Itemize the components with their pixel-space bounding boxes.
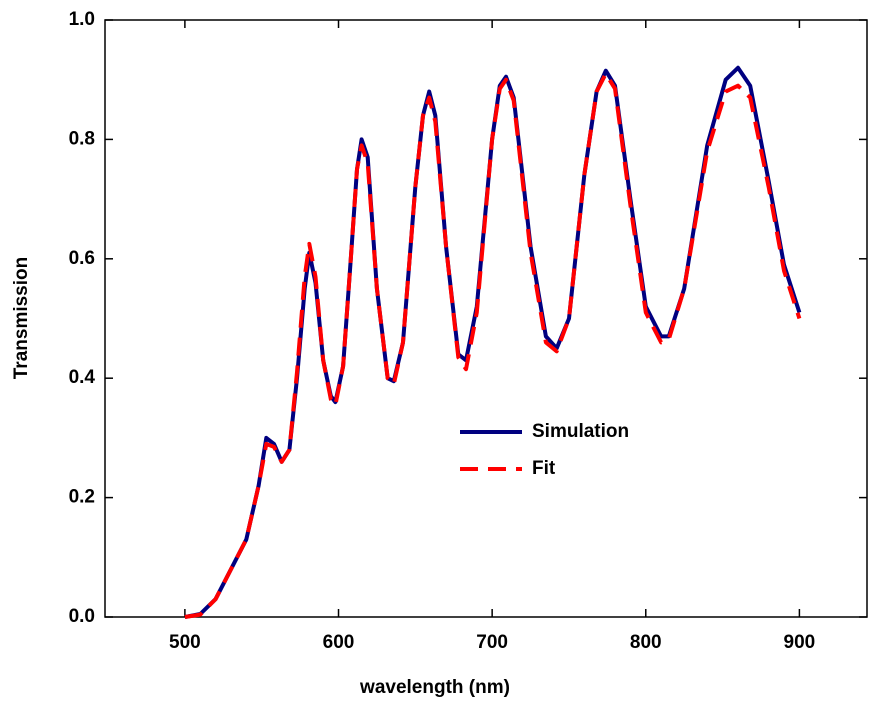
- y-tick-label: 0.4: [69, 367, 96, 388]
- y-tick-label: 0.8: [69, 128, 95, 149]
- y-tick-label: 0.6: [69, 248, 95, 269]
- x-axis-label: wavelength (nm): [359, 677, 510, 698]
- series-line: [184, 65, 802, 619]
- x-tick-label: 500: [169, 632, 201, 653]
- x-tick-label: 700: [476, 632, 508, 653]
- x-tick-label: 800: [630, 632, 662, 653]
- x-tick-label: 600: [323, 632, 355, 653]
- y-tick-label: 0.0: [69, 606, 95, 627]
- x-tick-label: 900: [784, 632, 816, 653]
- y-tick-label: 1.0: [69, 9, 95, 30]
- y-axis-label: Transmission: [11, 257, 32, 380]
- series-line: [184, 71, 802, 619]
- y-tick-label: 0.2: [69, 487, 95, 508]
- plot-frame: [104, 19, 868, 618]
- legend-label: Simulation: [532, 421, 629, 442]
- legend-label: Fit: [532, 458, 556, 479]
